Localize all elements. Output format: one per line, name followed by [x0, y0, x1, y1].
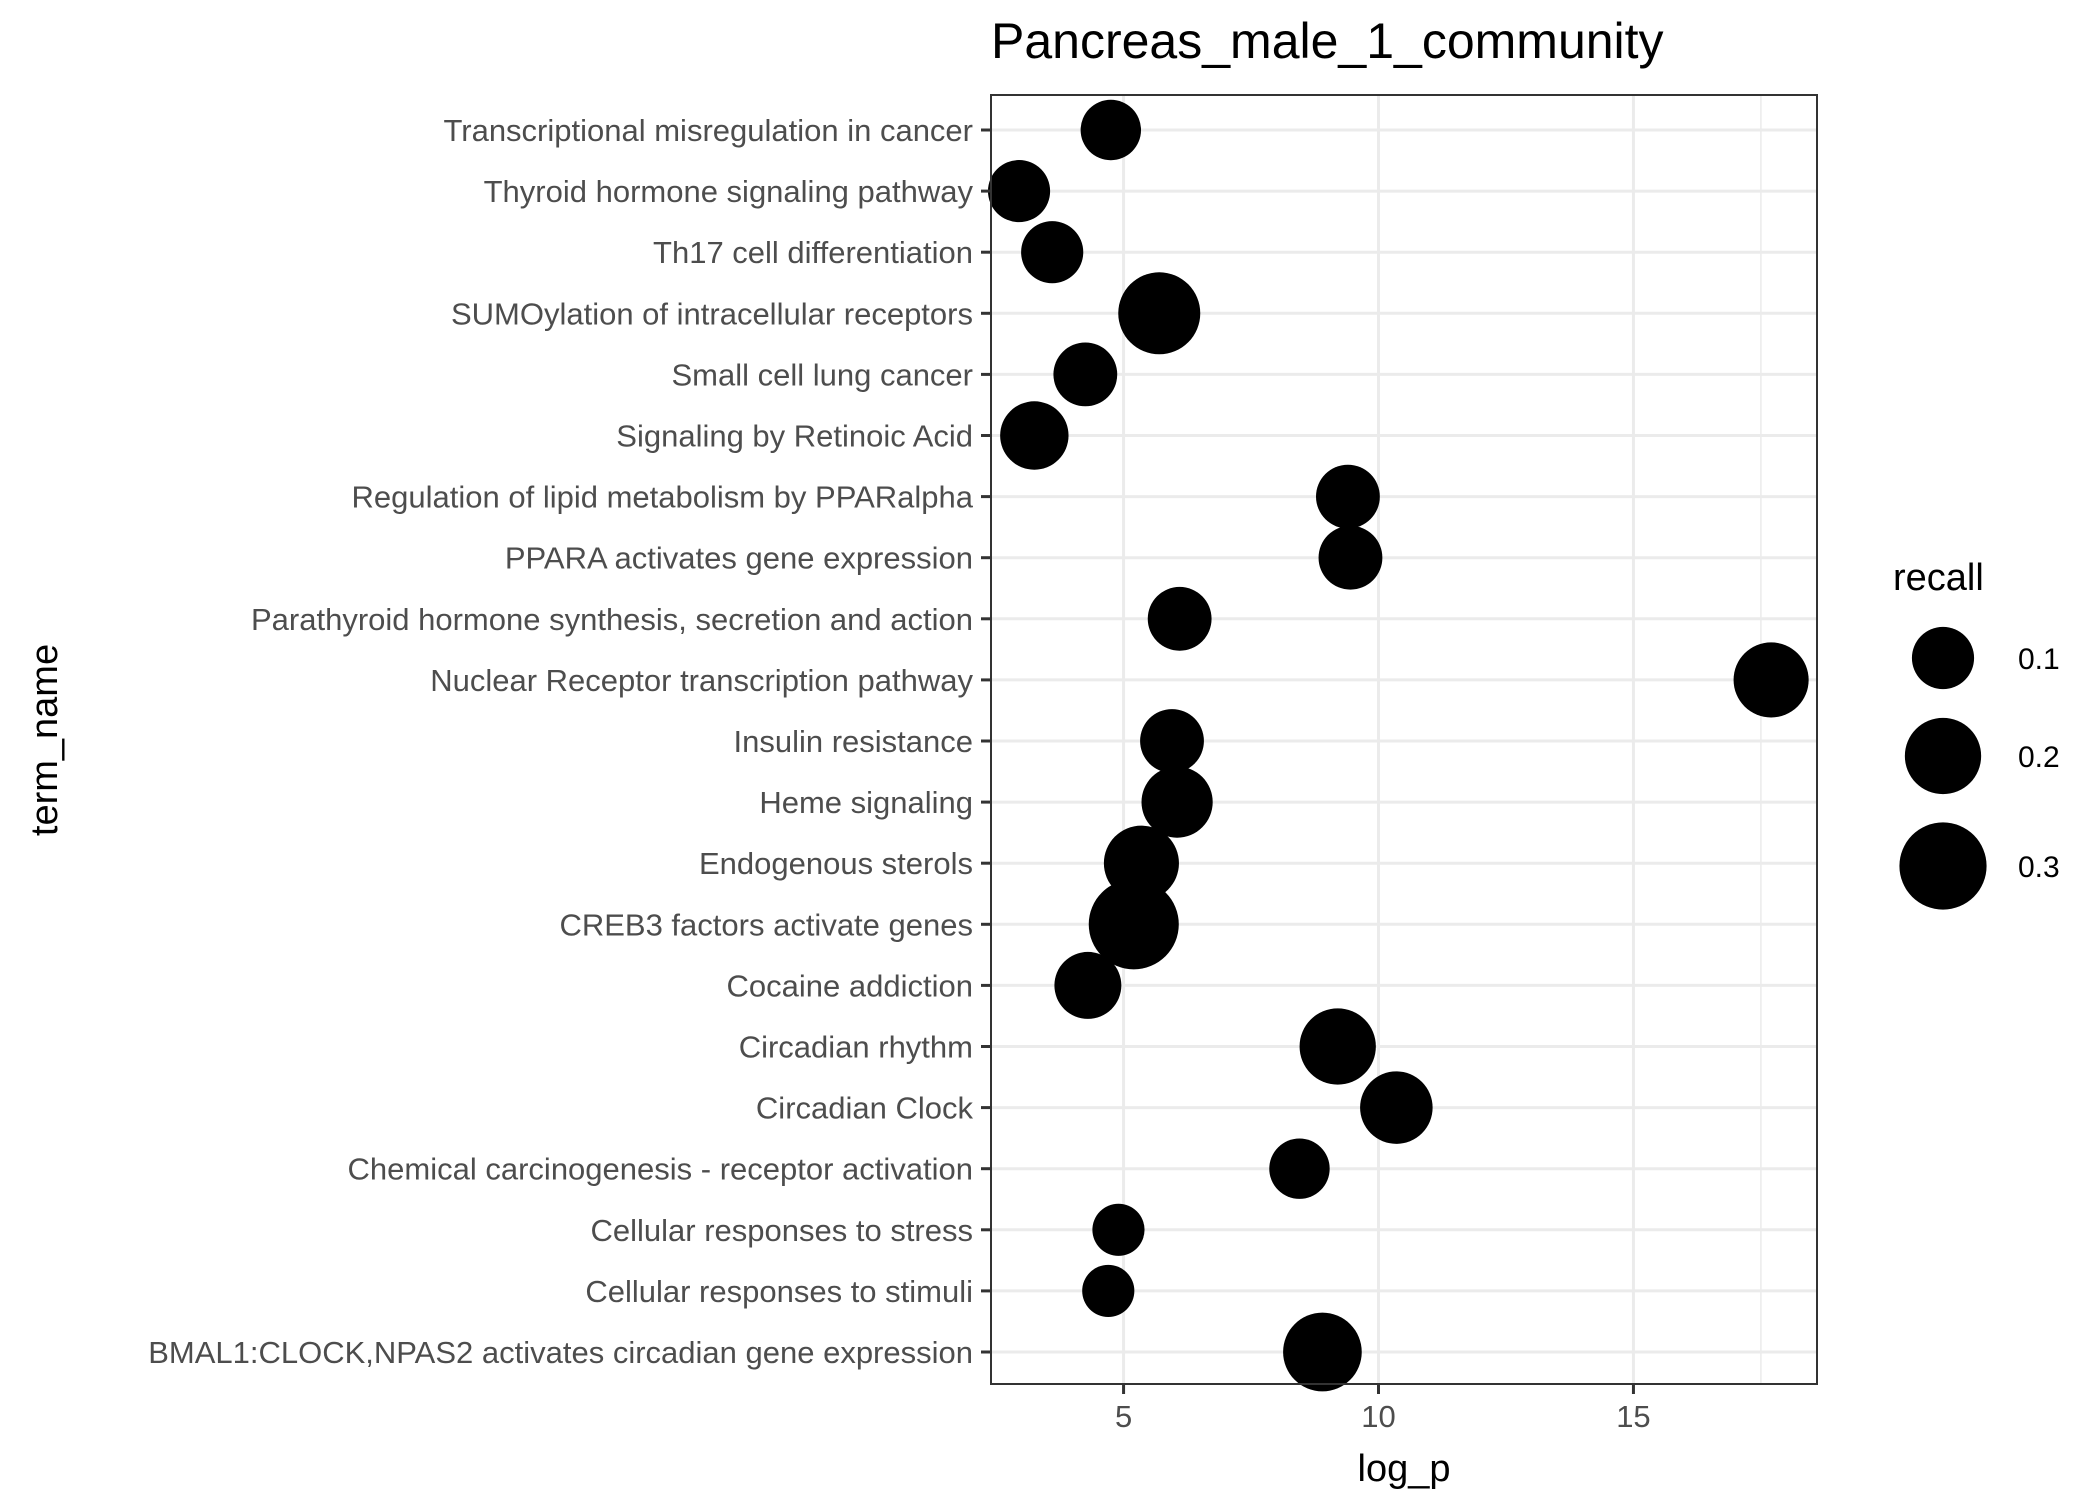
x-axis: 5 10 15 [1115, 1384, 1651, 1434]
x-tick-label: 15 [1616, 1399, 1650, 1434]
legend-label: 0.2 [2018, 741, 2060, 774]
chart-title: Pancreas_male_1_community [991, 13, 1664, 69]
y-tick-label: Cocaine addiction [727, 968, 973, 1003]
y-tick-label: Circadian rhythm [739, 1030, 973, 1065]
legend-key-circle [1911, 626, 1975, 690]
x-tick-label: 10 [1361, 1399, 1395, 1434]
point-bmal1-clock-npas2-activates-circadian-gene-expression [1283, 1312, 1362, 1392]
y-tick-label: Th17 cell differentiation [653, 235, 973, 270]
y-tick-label: Endogenous sterols [699, 846, 973, 881]
y-tick-label: Circadian Clock [756, 1091, 974, 1126]
point-heme-signaling [1141, 766, 1213, 838]
point-circadian-rhythm [1299, 1008, 1376, 1085]
y-tick-label: Thyroid hormone signaling pathway [484, 174, 974, 209]
y-tick-label: Nuclear Receptor transcription pathway [430, 663, 973, 698]
y-tick-label: Heme signaling [759, 785, 973, 820]
size-legend: recall 0.1 0.2 0.3 [1893, 557, 2060, 910]
point-insulin-resistance [1140, 709, 1204, 773]
y-tick-label: CREB3 factors activate genes [559, 907, 973, 942]
y-tick-label: Transcriptional misregulation in cancer [443, 113, 973, 148]
y-tick-label: Chemical carcinogenesis - receptor activ… [348, 1152, 973, 1187]
x-axis-title: log_p [1358, 1448, 1451, 1490]
y-axis-title: term_name [24, 644, 66, 836]
y-tick-label: SUMOylation of intracellular receptors [451, 296, 973, 331]
y-tick-label: Cellular responses to stress [591, 1213, 974, 1248]
legend-title: recall [1893, 557, 1984, 599]
point-signaling-by-retinoic-acid [1000, 401, 1069, 470]
legend-label: 0.3 [2018, 851, 2060, 884]
point-th17-cell-differentiation [1021, 221, 1084, 284]
legend-key-circle [1904, 717, 1982, 795]
point-ppara-activates-gene-expression [1318, 525, 1383, 590]
x-tick-label: 5 [1115, 1399, 1132, 1434]
y-tick-label: Signaling by Retinoic Acid [616, 419, 973, 454]
point-thyroid-hormone-signaling-pathway [987, 160, 1051, 223]
y-tick-label: Regulation of lipid metabolism by PPARal… [352, 480, 974, 515]
point-parathyroid-hormone-synthesis-secretion-and-action [1147, 586, 1212, 651]
point-nuclear-receptor-transcription-pathway [1733, 642, 1809, 718]
point-chemical-carcinogenesis-receptor-activation [1269, 1138, 1330, 1199]
grid-lines [991, 95, 1817, 1384]
y-tick-label: Cellular responses to stimuli [585, 1274, 973, 1309]
y-tick-label: BMAL1:CLOCK,NPAS2 activates circadian ge… [148, 1335, 973, 1370]
point-cocaine-addiction [1054, 951, 1122, 1019]
y-axis: Transcriptional misregulation in cancer T… [148, 113, 991, 1370]
data-points [987, 99, 1809, 1392]
legend-key-circle [1899, 822, 1987, 910]
point-creb3-factors-activate-genes [1088, 879, 1179, 970]
point-regulation-of-lipid-metabolism-by-pparalpha [1316, 464, 1380, 529]
point-small-cell-lung-cancer [1053, 342, 1118, 407]
point-cellular-responses-to-stimuli [1082, 1264, 1135, 1317]
y-tick-label: Parathyroid hormone synthesis, secretion… [251, 602, 973, 637]
y-tick-label: Small cell lung cancer [671, 357, 973, 392]
point-sumoylation-of-intracellular-receptors [1118, 272, 1201, 355]
point-transcriptional-misregulation-in-cancer [1080, 99, 1142, 161]
point-cellular-responses-to-stress [1092, 1203, 1145, 1256]
legend-label: 0.1 [2018, 643, 2060, 676]
y-tick-label: Insulin resistance [733, 724, 973, 759]
y-tick-label: PPARA activates gene expression [505, 541, 973, 576]
point-circadian-clock [1360, 1071, 1433, 1144]
